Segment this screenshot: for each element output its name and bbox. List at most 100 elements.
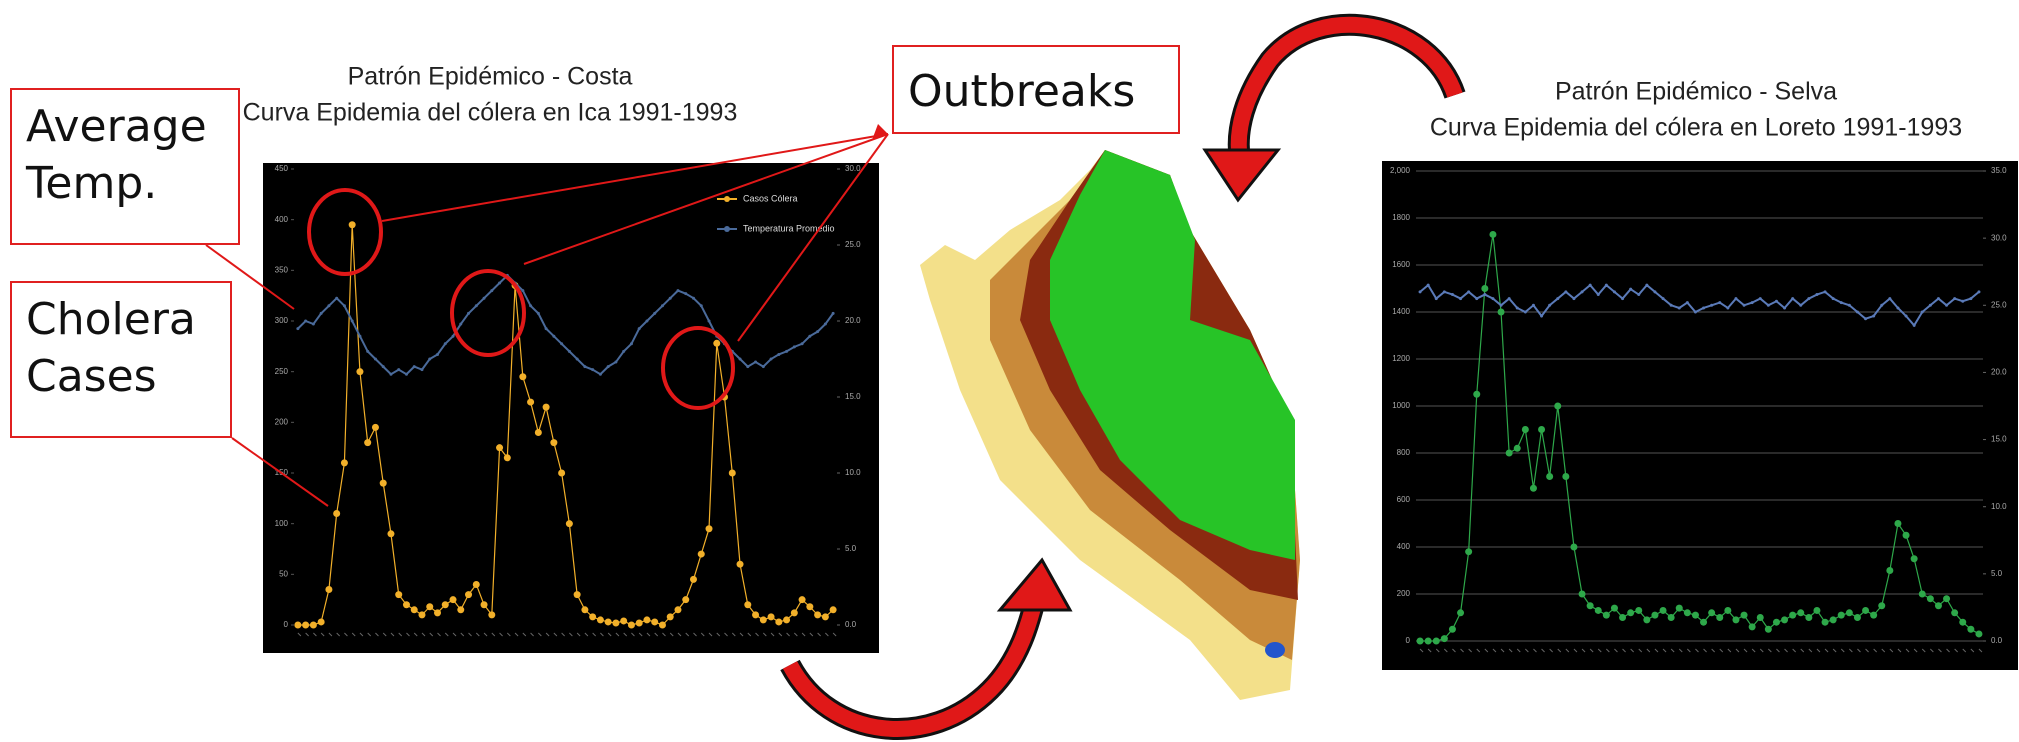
data-point [1597, 293, 1600, 296]
data-point [1498, 309, 1505, 316]
data-point [1595, 607, 1602, 614]
data-point [529, 304, 532, 307]
data-point [1929, 304, 1932, 307]
data-point [583, 365, 586, 368]
data-point [1708, 609, 1715, 616]
y-tick-label: 0 [1406, 636, 1411, 645]
data-point [1757, 614, 1764, 621]
data-point [550, 439, 557, 446]
data-point [1726, 306, 1729, 309]
data-point [1854, 614, 1861, 621]
data-point [426, 603, 433, 610]
data-point [692, 297, 695, 300]
data-point [597, 616, 604, 623]
data-point [1530, 485, 1537, 492]
data-point [364, 439, 371, 446]
data-point [1662, 297, 1665, 300]
y-tick-label: 250 [275, 367, 289, 376]
data-point [366, 350, 369, 353]
data-point [674, 606, 681, 613]
data-point [643, 616, 650, 623]
data-point [612, 619, 619, 626]
data-point [762, 365, 765, 368]
data-point [706, 525, 713, 532]
data-point [1637, 293, 1640, 296]
data-point [1538, 426, 1545, 433]
data-point [1961, 300, 1964, 303]
data-point [483, 297, 486, 300]
data-point [661, 304, 664, 307]
data-point [1465, 548, 1472, 555]
data-point [599, 373, 602, 376]
data-point [1514, 445, 1521, 452]
y2-tick-label: 10.0 [845, 468, 861, 477]
data-point [459, 323, 462, 326]
y-tick-label: 200 [1397, 589, 1411, 598]
data-point [498, 282, 501, 285]
data-point [434, 609, 441, 616]
data-point [296, 327, 299, 330]
data-point [1741, 612, 1748, 619]
data-point [746, 365, 749, 368]
data-point [1605, 284, 1608, 287]
data-point [1791, 297, 1794, 300]
arrow-head [1205, 150, 1278, 200]
legend-marker [724, 196, 730, 202]
data-point [1629, 288, 1632, 291]
data-point [1481, 285, 1488, 292]
data-point [1643, 616, 1650, 623]
data-point [560, 342, 563, 345]
data-point [310, 622, 317, 629]
data-point [1500, 304, 1503, 307]
data-point [467, 312, 470, 315]
data-point [777, 353, 780, 356]
data-point [1645, 284, 1648, 287]
data-point [1570, 544, 1577, 551]
data-point [690, 576, 697, 583]
data-point [713, 340, 720, 347]
y2-tick-label: 30.0 [845, 164, 861, 173]
data-point [808, 335, 811, 338]
data-point [420, 368, 423, 371]
data-point [1894, 520, 1901, 527]
data-point [1919, 591, 1926, 598]
data-point [1419, 290, 1422, 293]
data-point [1911, 555, 1918, 562]
data-point [327, 304, 330, 307]
data-point [318, 618, 325, 625]
data-point [1524, 311, 1527, 314]
data-point [816, 330, 819, 333]
data-point [1848, 304, 1851, 307]
data-point [832, 312, 835, 315]
data-point [1905, 315, 1908, 318]
data-point [1813, 607, 1820, 614]
data-point [1751, 301, 1754, 304]
arrow-head [1000, 560, 1070, 610]
data-point [1579, 591, 1586, 598]
data-point [519, 373, 526, 380]
y-tick-label: 1200 [1392, 354, 1410, 363]
data-point [1459, 297, 1462, 300]
data-point [659, 622, 666, 629]
y-tick-label: 0 [284, 620, 289, 629]
data-point [1743, 304, 1746, 307]
data-point [475, 304, 478, 307]
data-point [1789, 612, 1796, 619]
data-point [1653, 290, 1656, 293]
y-tick-label: 600 [1397, 495, 1411, 504]
y-tick-label: 400 [275, 215, 289, 224]
data-point [700, 304, 703, 307]
data-point [1556, 297, 1559, 300]
data-point [669, 297, 672, 300]
data-point [801, 342, 804, 345]
data-point [413, 365, 416, 368]
y-tick-label: 450 [275, 164, 289, 173]
data-point [775, 618, 782, 625]
data-point [1467, 290, 1470, 293]
data-point [527, 399, 534, 406]
y2-tick-label: 0.0 [845, 620, 857, 629]
data-point [325, 586, 332, 593]
y-tick-label: 400 [1397, 542, 1411, 551]
data-point [568, 350, 571, 353]
y-tick-label: 50 [279, 569, 288, 578]
